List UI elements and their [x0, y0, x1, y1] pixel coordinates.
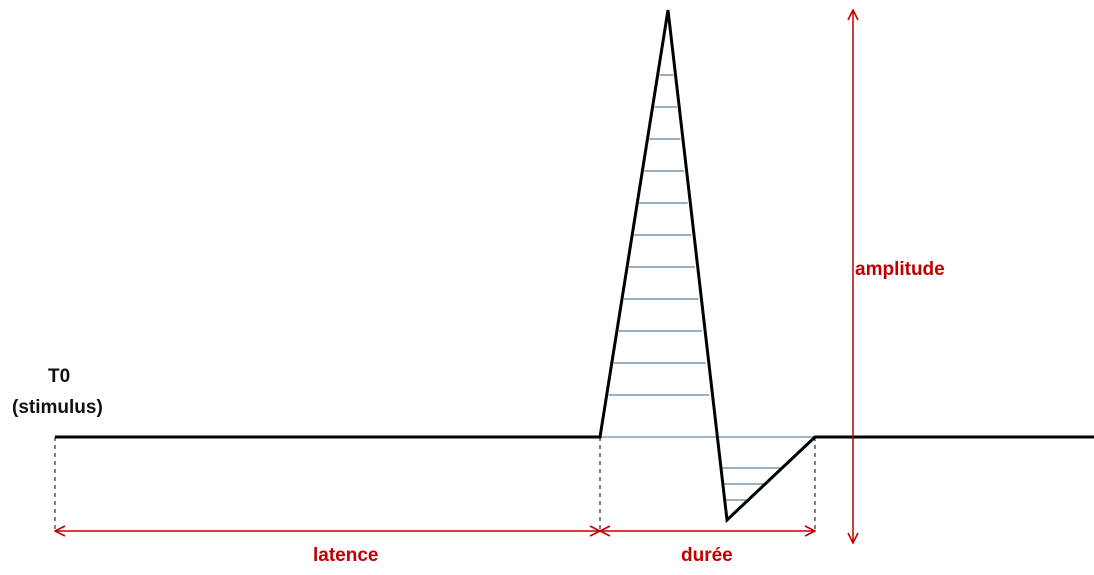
t0-label: T0: [48, 366, 71, 387]
amplitude-label: amplitude: [855, 259, 945, 280]
stimulus-label: (stimulus): [12, 397, 103, 418]
duration-label: durée: [681, 545, 733, 566]
waveform-trace: [55, 9, 1094, 524]
positive-phase-hatching: [608, 74, 710, 396]
latency-label: latence: [313, 545, 379, 566]
negative-phase-hatching: [722, 467, 781, 501]
